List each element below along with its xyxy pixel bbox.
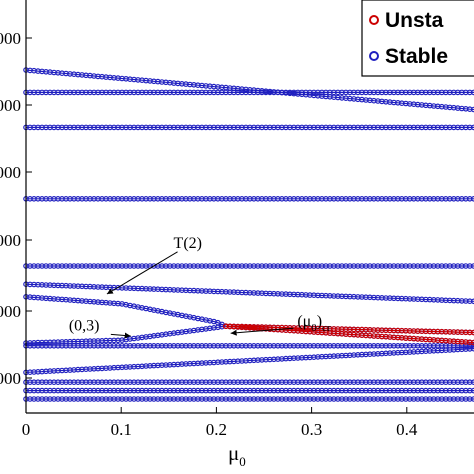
- series-stable-curve-8: [23, 342, 474, 349]
- axis-ticks: 0 0.1 0.2 0.3 0.4 000 000 000 000 000 000: [0, 29, 418, 439]
- legend-box: [361, 0, 474, 77]
- series-stable-curve-14: [23, 396, 474, 402]
- series-stable-curve-13: [23, 387, 474, 394]
- series-stable-curve-11: [23, 345, 474, 376]
- annotation-arrow: [110, 332, 131, 339]
- series-stable-curve-12: [23, 379, 474, 386]
- annotation-arrow: [230, 327, 294, 336]
- annotation-text: (μ0)cr: [297, 313, 331, 334]
- x-tick-label: 0: [22, 420, 31, 439]
- annotations: T(2) (0,3) (μ0)cr: [69, 235, 331, 339]
- series-stable-curve-4: [23, 263, 474, 269]
- legend-marker-stable: [369, 51, 379, 61]
- x-tick-label: 0.2: [206, 420, 227, 439]
- x-axis-label: μ0: [228, 441, 246, 469]
- x-axis-label-subscript: 0: [239, 454, 246, 469]
- y-tick-label: 000: [0, 369, 21, 388]
- data-curves: [23, 67, 474, 402]
- series-stable-curve-5: [23, 281, 474, 305]
- annotation-0: T(2): [106, 235, 202, 295]
- series-stable-curve-2: [23, 124, 474, 131]
- annotation-2: (μ0)cr: [230, 313, 331, 336]
- legend-marker-unstable: [369, 15, 379, 25]
- x-axis-label-text: μ: [228, 441, 239, 465]
- y-tick-label: 000: [0, 231, 21, 250]
- x-tick-label: 0.1: [111, 420, 132, 439]
- legend-label-stable: Stable: [385, 45, 448, 68]
- y-tick-label: 000: [0, 163, 21, 182]
- series-unsta-curve-1: [223, 323, 474, 336]
- x-tick-label: 0.3: [301, 420, 322, 439]
- x-tick-label: 0.4: [396, 420, 418, 439]
- annotation-1: (0,3): [69, 317, 131, 339]
- legend: Unsta Stable: [361, 0, 474, 77]
- series-stable-curve-3: [23, 196, 474, 202]
- series-stable-curve-1: [23, 89, 474, 96]
- annotation-text: (0,3): [69, 317, 100, 334]
- y-tick-label: 000: [0, 29, 21, 48]
- annotation-text: T(2): [174, 235, 202, 252]
- y-tick-label: 000: [0, 96, 21, 115]
- svg-text:μ0: μ0: [228, 441, 246, 469]
- series-stable-curve-9: [23, 323, 229, 346]
- annotation-arrow: [106, 251, 178, 295]
- series-stable-curve-6: [23, 293, 229, 330]
- y-tick-label: 000: [0, 302, 21, 321]
- legend-label-unstable: Unsta: [385, 9, 444, 32]
